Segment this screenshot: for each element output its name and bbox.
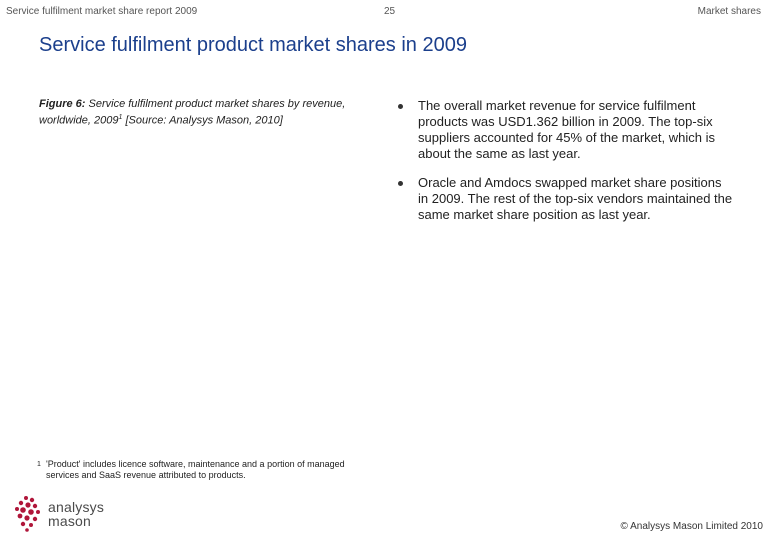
figure-footnote-ref: 1 (118, 114, 123, 121)
footnote-number: 1 (37, 461, 41, 468)
figure-caption-text: Service fulfilment product market shares… (39, 98, 346, 127)
running-header-title: Service fulfilment market share report 2… (6, 6, 198, 17)
bullet-text: The overall market revenue for service f… (418, 98, 715, 161)
bullet-text: Oracle and Amdocs swapped market share p… (418, 175, 733, 222)
key-points-list: The overall market revenue for service f… (395, 98, 735, 236)
running-header-section: Market shares (697, 6, 761, 17)
bullet-dot-icon (398, 104, 403, 109)
logo-word-analysys: analysys (48, 499, 105, 515)
page-number: 25 (384, 6, 396, 17)
page-title: Service fulfilment product market shares… (39, 34, 467, 56)
figure-label: Figure 6: (39, 98, 86, 110)
bullet-dot-icon (398, 181, 403, 186)
footnote-text: 'Product' includes licence software, mai… (46, 459, 345, 480)
logo-dots-icon (15, 496, 40, 532)
bullet-item: The overall market revenue for service f… (395, 98, 735, 162)
footnote: 1 'Product' includes licence software, m… (37, 459, 357, 481)
figure-caption: Figure 6: Service fulfilment product mar… (39, 98, 384, 128)
logo-word-mason: mason (48, 513, 92, 529)
bullet-item: Oracle and Amdocs swapped market share p… (395, 175, 735, 223)
analysys-mason-logo: analysys mason (12, 494, 122, 534)
figure-source: [Source: Analysys Mason, 2010] (122, 114, 283, 127)
copyright-notice: © Analysys Mason Limited 2010 (620, 521, 763, 532)
